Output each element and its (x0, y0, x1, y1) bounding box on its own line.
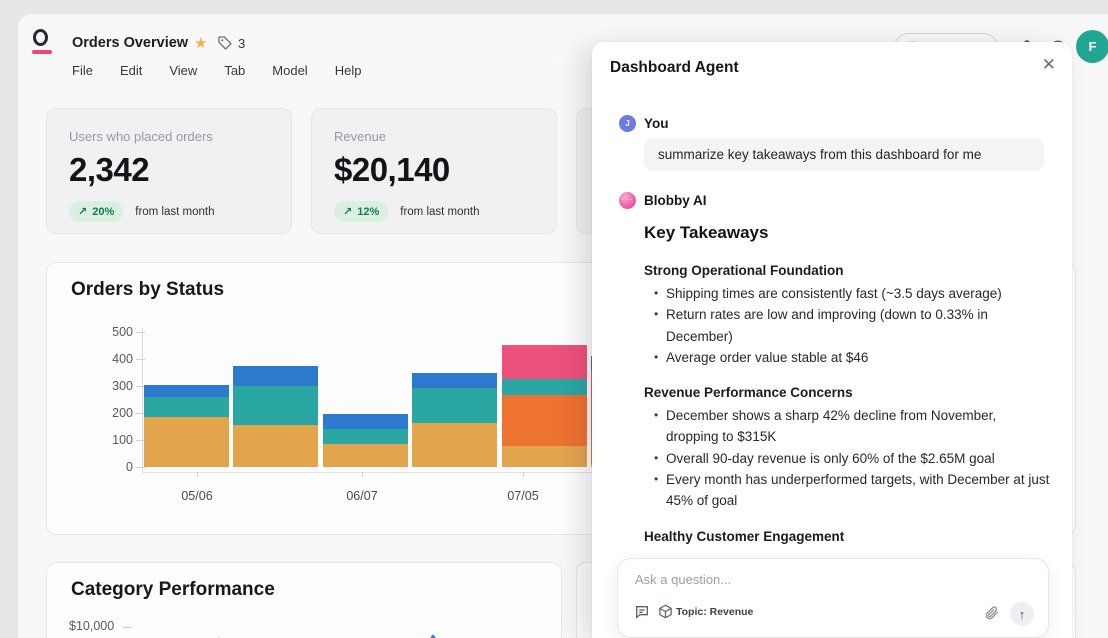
kpi-label: Revenue (334, 129, 387, 144)
answer-section: Revenue Performance Concerns December sho… (644, 385, 1050, 511)
answer-bullet: Overall 90-day revenue is only 60% of th… (644, 448, 1050, 470)
delta-badge: ↗ 12% (334, 201, 389, 222)
menu-item-file[interactable]: File (72, 63, 93, 78)
bar-segment-tan[interactable] (144, 417, 229, 467)
bar-segment-orange[interactable] (501, 394, 587, 446)
y-axis-tick-label: 500 (112, 325, 133, 339)
kpi-label: Users who placed orders (69, 129, 213, 144)
bar-segment-teal[interactable] (412, 388, 498, 424)
bar-segment-blue[interactable] (322, 413, 408, 430)
menu-item-model[interactable]: Model (272, 63, 308, 78)
new-thread-icon[interactable] (634, 604, 650, 620)
menu-item-tab[interactable]: Tab (224, 63, 246, 78)
app-logo-icon[interactable] (32, 29, 54, 55)
category-line-chart[interactable] (47, 563, 563, 638)
chart-title: Category Performance (71, 579, 275, 600)
topic-chip[interactable]: Topic: Revenue (676, 606, 754, 618)
answer-section: Strong Operational Foundation Shipping ti… (644, 263, 1050, 368)
menu-item-view[interactable]: View (169, 63, 198, 78)
y-axis-tick-label: 400 (112, 352, 133, 366)
bar-segment-teal[interactable] (501, 379, 587, 395)
delta-badge: ↗ 20% (69, 201, 124, 222)
blobby-ai-avatar: ··· (619, 192, 636, 209)
ask-question-box[interactable]: Ask a question... Topic: Revenue ↑ (617, 558, 1049, 638)
answer-bullet: Shipping times are consistently fast (~3… (644, 283, 1050, 305)
answer-bullet: Every month has underperformed targets, … (644, 469, 1050, 512)
x-axis-tick (362, 472, 363, 477)
y-axis-tick (136, 440, 145, 441)
kpi-note: from last month (400, 205, 480, 218)
bar-segment-blue[interactable] (233, 365, 319, 386)
user-message-name: You (644, 116, 669, 131)
y-axis-tick-label: 200 (112, 406, 133, 420)
menubar: File Edit View Tab Model Help (72, 63, 361, 78)
y-axis-tick-label: 300 (112, 379, 133, 393)
bar-segment-teal[interactable] (144, 396, 229, 418)
y-axis-tick (136, 359, 145, 360)
tag-icon[interactable] (217, 35, 233, 51)
x-axis-tick-label: 06/07 (346, 489, 378, 503)
x-axis-tick (523, 472, 524, 477)
y-axis-tick (136, 332, 145, 333)
bar-segment-blue[interactable] (144, 385, 229, 397)
bar-segment-tan[interactable] (233, 425, 319, 467)
y-axis-tick-label: 100 (112, 433, 133, 447)
y-axis-tick (136, 386, 145, 387)
close-icon[interactable]: ✕ (1041, 55, 1056, 74)
answer-bullet: Return rates are low and improving (down… (644, 304, 1050, 347)
attachment-icon[interactable] (984, 605, 1000, 621)
bar-segment-tan[interactable] (501, 445, 587, 467)
answer-section: Healthy Customer Engagement (644, 529, 1050, 544)
kpi-card-revenue: Revenue $20,140 ↗ 12% from last month (311, 108, 557, 234)
answer-section-heading: Healthy Customer Engagement (644, 528, 845, 544)
kpi-value: $20,140 (334, 151, 450, 188)
topic-cube-icon[interactable] (658, 604, 673, 619)
y-axis-line (142, 328, 143, 472)
bar-segment-pink[interactable] (501, 344, 587, 380)
menu-item-help[interactable]: Help (334, 63, 362, 78)
ask-input[interactable]: Ask a question... (635, 572, 732, 587)
kpi-value: 2,342 (69, 151, 150, 188)
kpi-card-users: Users who placed orders 2,342 ↗ 20% from… (46, 108, 292, 234)
x-axis-tick-label: 05/06 (181, 489, 213, 503)
bar-segment-blue[interactable] (412, 373, 498, 389)
category-performance-card: Category Performance $10,000 (46, 562, 562, 638)
dashboard-agent-panel: Dashboard Agent ✕ J You summarize key ta… (592, 42, 1072, 638)
trend-up-icon: ↗ (78, 206, 88, 218)
y-axis-tick (136, 467, 145, 468)
document-title: Orders Overview (72, 35, 189, 51)
user-message-bubble: summarize key takeaways from this dashbo… (644, 138, 1044, 171)
x-axis-tick (197, 472, 198, 477)
chart-title: Orders by Status (71, 279, 225, 300)
bar-segment-tan[interactable] (412, 423, 498, 467)
answer-bullet: December shows a sharp 42% decline from … (644, 405, 1050, 448)
ai-answer-title: Key Takeaways (644, 223, 769, 242)
send-button[interactable]: ↑ (1010, 602, 1034, 626)
bar-segment-teal[interactable] (322, 429, 408, 445)
y-axis-tick (136, 413, 145, 414)
user-avatar[interactable]: F (1076, 30, 1108, 63)
x-axis-tick-label: 07/05 (507, 489, 539, 503)
ai-answer-body: Strong Operational Foundation Shipping ti… (644, 263, 1050, 549)
answer-section-heading: Strong Operational Foundation (644, 263, 844, 278)
kpi-note: from last month (135, 205, 215, 218)
answer-bullet: Average order value stable at $46 (644, 347, 1050, 369)
axis-tick-label: $10,000 (69, 619, 115, 633)
panel-title: Dashboard Agent (610, 59, 739, 76)
bar-segment-teal[interactable] (233, 386, 319, 426)
favorite-star-icon[interactable]: ★ (194, 35, 208, 52)
trend-up-icon: ↗ (343, 206, 353, 218)
user-message-avatar: J (619, 115, 636, 132)
ai-message-name: Blobby AI (644, 193, 707, 208)
bar-segment-tan[interactable] (322, 444, 408, 467)
menu-item-edit[interactable]: Edit (119, 63, 143, 78)
tag-count: 3 (238, 36, 246, 51)
y-axis-tick-label: 0 (126, 460, 133, 474)
answer-section-heading: Revenue Performance Concerns (644, 385, 853, 401)
